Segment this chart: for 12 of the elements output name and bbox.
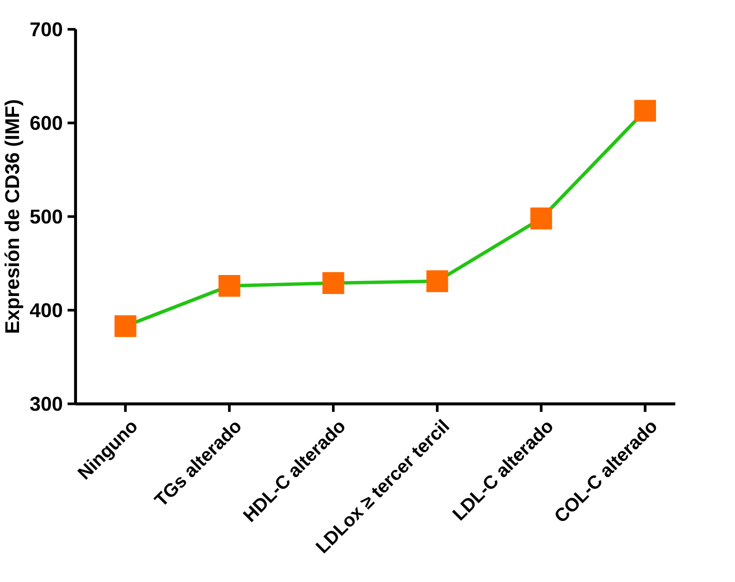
y-tick-label: 400 [30,303,62,318]
point [218,275,240,297]
y-tick-label: 300 [30,396,62,412]
point [114,315,136,338]
y-tick-label: 700 [30,22,62,36]
point [634,100,656,122]
y-tick-label: 600 [30,116,62,130]
y-axis-title: Expresión de CD36 (IMF) [4,100,24,333]
y-tick-label: 500 [30,210,62,224]
point [426,270,448,292]
point [530,208,552,230]
point [322,272,344,294]
